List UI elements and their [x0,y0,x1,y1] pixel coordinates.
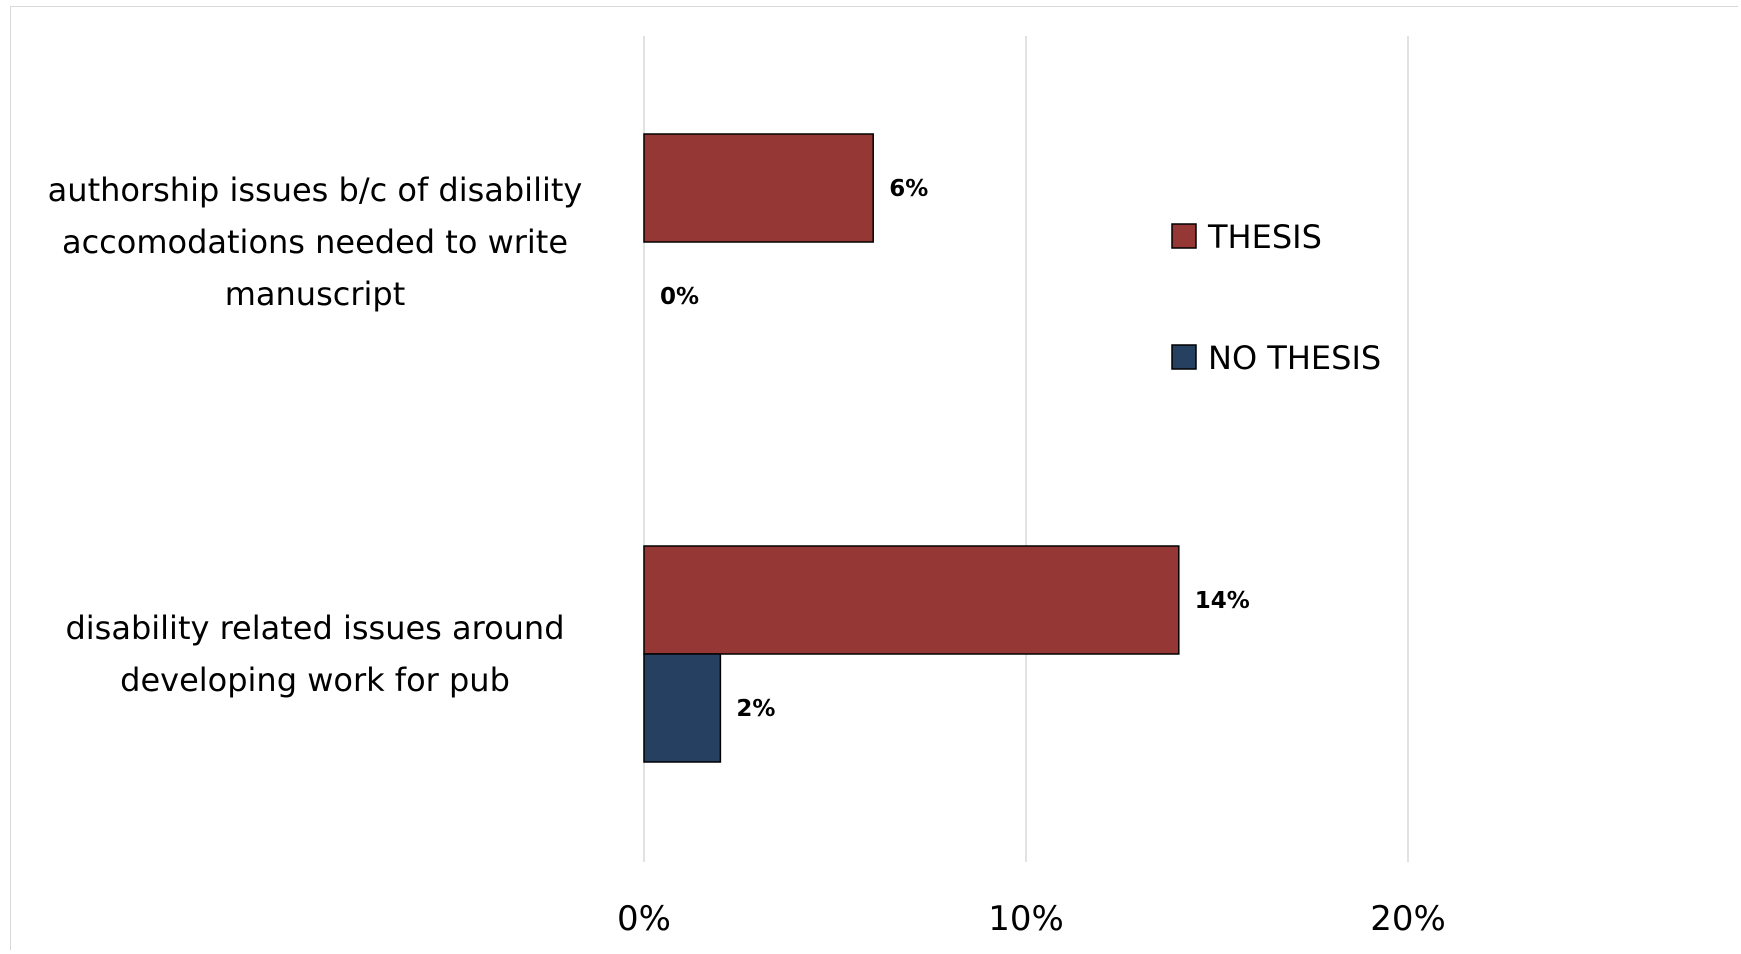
category-label-line: accomodations needed to write [62,223,568,261]
x-tick-label: 10% [988,899,1064,939]
category-label-line: disability related issues around [65,609,564,647]
bar [643,133,874,243]
category-label-line: manuscript [225,275,406,313]
legend-label: THESIS [1207,218,1322,256]
data-labels: 6% 0% 14% 2% [660,176,1250,722]
data-label: 14% [1195,588,1250,614]
data-label: 2% [736,696,775,722]
category-label: disability related issues around developi… [65,609,564,699]
data-label: 0% [660,284,699,310]
category-label-line: developing work for pub [120,661,510,699]
x-tick-label: 0% [617,899,671,939]
data-label: 6% [889,176,928,202]
x-tick-label: 20% [1370,899,1446,939]
category-label: authorship issues b/c of disability accom… [48,171,583,313]
legend-swatch [1171,223,1197,249]
category-label-line: authorship issues b/c of disability [48,171,583,209]
legend-label: NO THESIS [1208,339,1381,377]
legend: THESIS NO THESIS [1171,218,1381,377]
bar [643,653,722,763]
category-labels: authorship issues b/c of disability accom… [48,171,583,699]
x-axis-tick-labels: 0% 10% 20% [617,899,1446,939]
legend-swatch [1171,344,1197,370]
bar [643,545,1180,655]
bars [643,133,1180,763]
chart-frame [10,6,1738,950]
